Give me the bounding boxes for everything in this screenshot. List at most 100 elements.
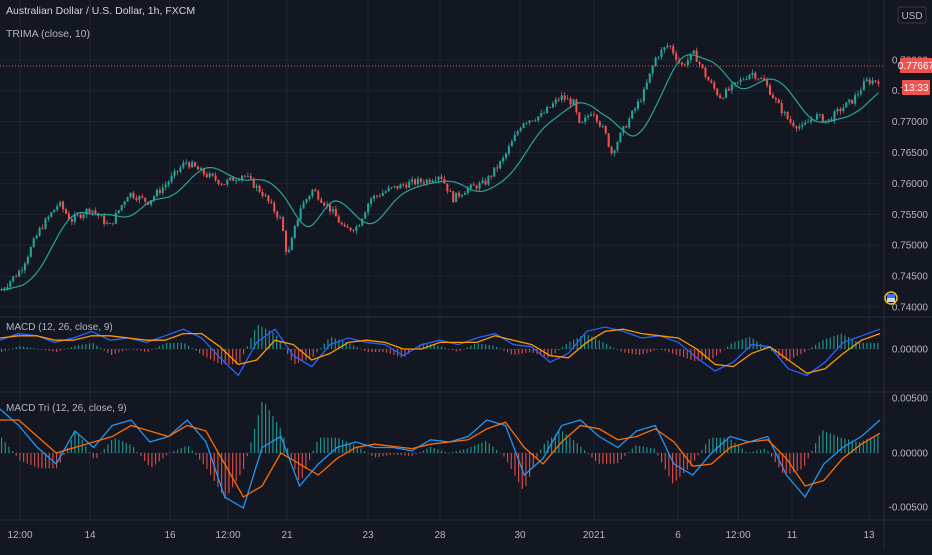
histogram-bar bbox=[375, 349, 377, 353]
histogram-bar bbox=[470, 345, 472, 349]
flag-icon-top bbox=[887, 294, 895, 298]
candle-body bbox=[748, 74, 751, 80]
histogram-bar bbox=[503, 349, 505, 351]
histogram-bar bbox=[147, 453, 149, 466]
candle-body bbox=[364, 212, 367, 219]
histogram-bar bbox=[551, 349, 553, 357]
candle-body bbox=[874, 80, 877, 82]
histogram-bar bbox=[246, 346, 248, 349]
histogram-bar bbox=[422, 450, 424, 453]
trima-indicator-label[interactable]: TRIMA (close, 10) bbox=[6, 28, 90, 40]
candle-body bbox=[669, 45, 672, 47]
candle-body bbox=[431, 180, 434, 183]
histogram-bar bbox=[202, 453, 204, 465]
histogram-bar bbox=[672, 349, 674, 354]
histogram-bar bbox=[235, 349, 237, 365]
histogram-bar bbox=[547, 349, 549, 358]
time-tick-label: 11 bbox=[787, 530, 798, 541]
histogram-bar bbox=[12, 348, 14, 349]
histogram-bar bbox=[730, 439, 732, 453]
candle-body bbox=[704, 67, 707, 78]
histogram-bar bbox=[631, 349, 633, 354]
candle-body bbox=[264, 195, 267, 197]
histogram-bar bbox=[837, 334, 839, 349]
candle-body bbox=[842, 107, 845, 112]
histogram-bar bbox=[408, 349, 410, 354]
histogram-bar bbox=[125, 442, 127, 453]
histogram-bar bbox=[510, 349, 512, 355]
histogram-bar bbox=[485, 344, 487, 349]
price-tick-label: 0.76500 bbox=[892, 148, 929, 159]
histogram-bar bbox=[785, 349, 787, 362]
histogram-bar bbox=[650, 349, 652, 352]
histogram-bar bbox=[430, 446, 432, 453]
candle-body bbox=[50, 212, 53, 217]
candle-body bbox=[47, 216, 50, 219]
histogram-bar bbox=[279, 428, 281, 453]
candle-body bbox=[18, 271, 21, 277]
candle-body bbox=[311, 189, 314, 197]
histogram-bar bbox=[151, 453, 153, 468]
histogram-bar bbox=[481, 442, 483, 453]
candle-body bbox=[85, 208, 88, 215]
candle-body bbox=[120, 204, 123, 211]
candle-body bbox=[859, 90, 862, 94]
candle-body bbox=[282, 217, 285, 232]
histogram-bar bbox=[866, 342, 868, 349]
histogram-bar bbox=[320, 437, 322, 453]
histogram-bar bbox=[554, 434, 556, 453]
candle-body bbox=[132, 192, 135, 198]
histogram-bar bbox=[287, 448, 289, 453]
candle-body bbox=[290, 237, 293, 251]
candle-body bbox=[88, 208, 91, 213]
candle-body bbox=[258, 185, 261, 192]
histogram-bar bbox=[565, 343, 567, 349]
histogram-bar bbox=[411, 453, 413, 456]
candle-body bbox=[141, 196, 144, 198]
currency-selector[interactable] bbox=[897, 6, 927, 24]
histogram-bar bbox=[378, 453, 380, 457]
histogram-bar bbox=[584, 450, 586, 453]
histogram-bar bbox=[576, 443, 578, 453]
candle-body bbox=[117, 210, 120, 213]
candle-body bbox=[739, 79, 742, 82]
histogram-bar bbox=[393, 453, 395, 455]
histogram-bar bbox=[276, 335, 278, 349]
histogram-bar bbox=[364, 451, 366, 453]
histogram-bar bbox=[327, 437, 329, 453]
candle-body bbox=[730, 84, 733, 91]
candle-body bbox=[449, 191, 452, 192]
candle-body bbox=[680, 62, 684, 65]
histogram-bar bbox=[136, 349, 138, 351]
histogram-bar bbox=[210, 453, 212, 475]
candle-body bbox=[20, 270, 24, 272]
histogram-bar bbox=[78, 345, 80, 349]
histogram-bar bbox=[96, 345, 98, 349]
candle-body bbox=[53, 209, 56, 213]
histogram-bar bbox=[386, 349, 388, 353]
histogram-bar bbox=[389, 453, 391, 456]
macd-tri-indicator-label[interactable]: MACD Tri (12, 26, close, 9) bbox=[6, 403, 127, 414]
histogram-bar bbox=[34, 348, 36, 349]
histogram-bar bbox=[103, 349, 105, 351]
macd-indicator-label[interactable]: MACD (12, 26, close, 9) bbox=[6, 322, 113, 333]
histogram-bar bbox=[540, 349, 542, 356]
histogram-bar bbox=[653, 448, 655, 453]
histogram-bar bbox=[426, 448, 428, 453]
histogram-bar bbox=[701, 449, 703, 453]
time-axis[interactable]: 12:00 14 16 12:00 21 23 28 30 2021 6 12:00 11 13 bbox=[7, 530, 875, 541]
histogram-bar bbox=[408, 453, 410, 456]
histogram-bar bbox=[169, 452, 171, 454]
candle-body bbox=[513, 134, 516, 142]
price-tick-label: 0.75500 bbox=[892, 210, 929, 221]
histogram-bar bbox=[631, 448, 633, 453]
candle-body bbox=[642, 89, 645, 102]
histogram-bar bbox=[15, 453, 17, 456]
histogram-bar bbox=[166, 453, 168, 456]
candle-body bbox=[557, 99, 560, 101]
histogram-bar bbox=[349, 343, 351, 349]
histogram-bar bbox=[158, 453, 160, 462]
histogram-bar bbox=[23, 453, 25, 463]
